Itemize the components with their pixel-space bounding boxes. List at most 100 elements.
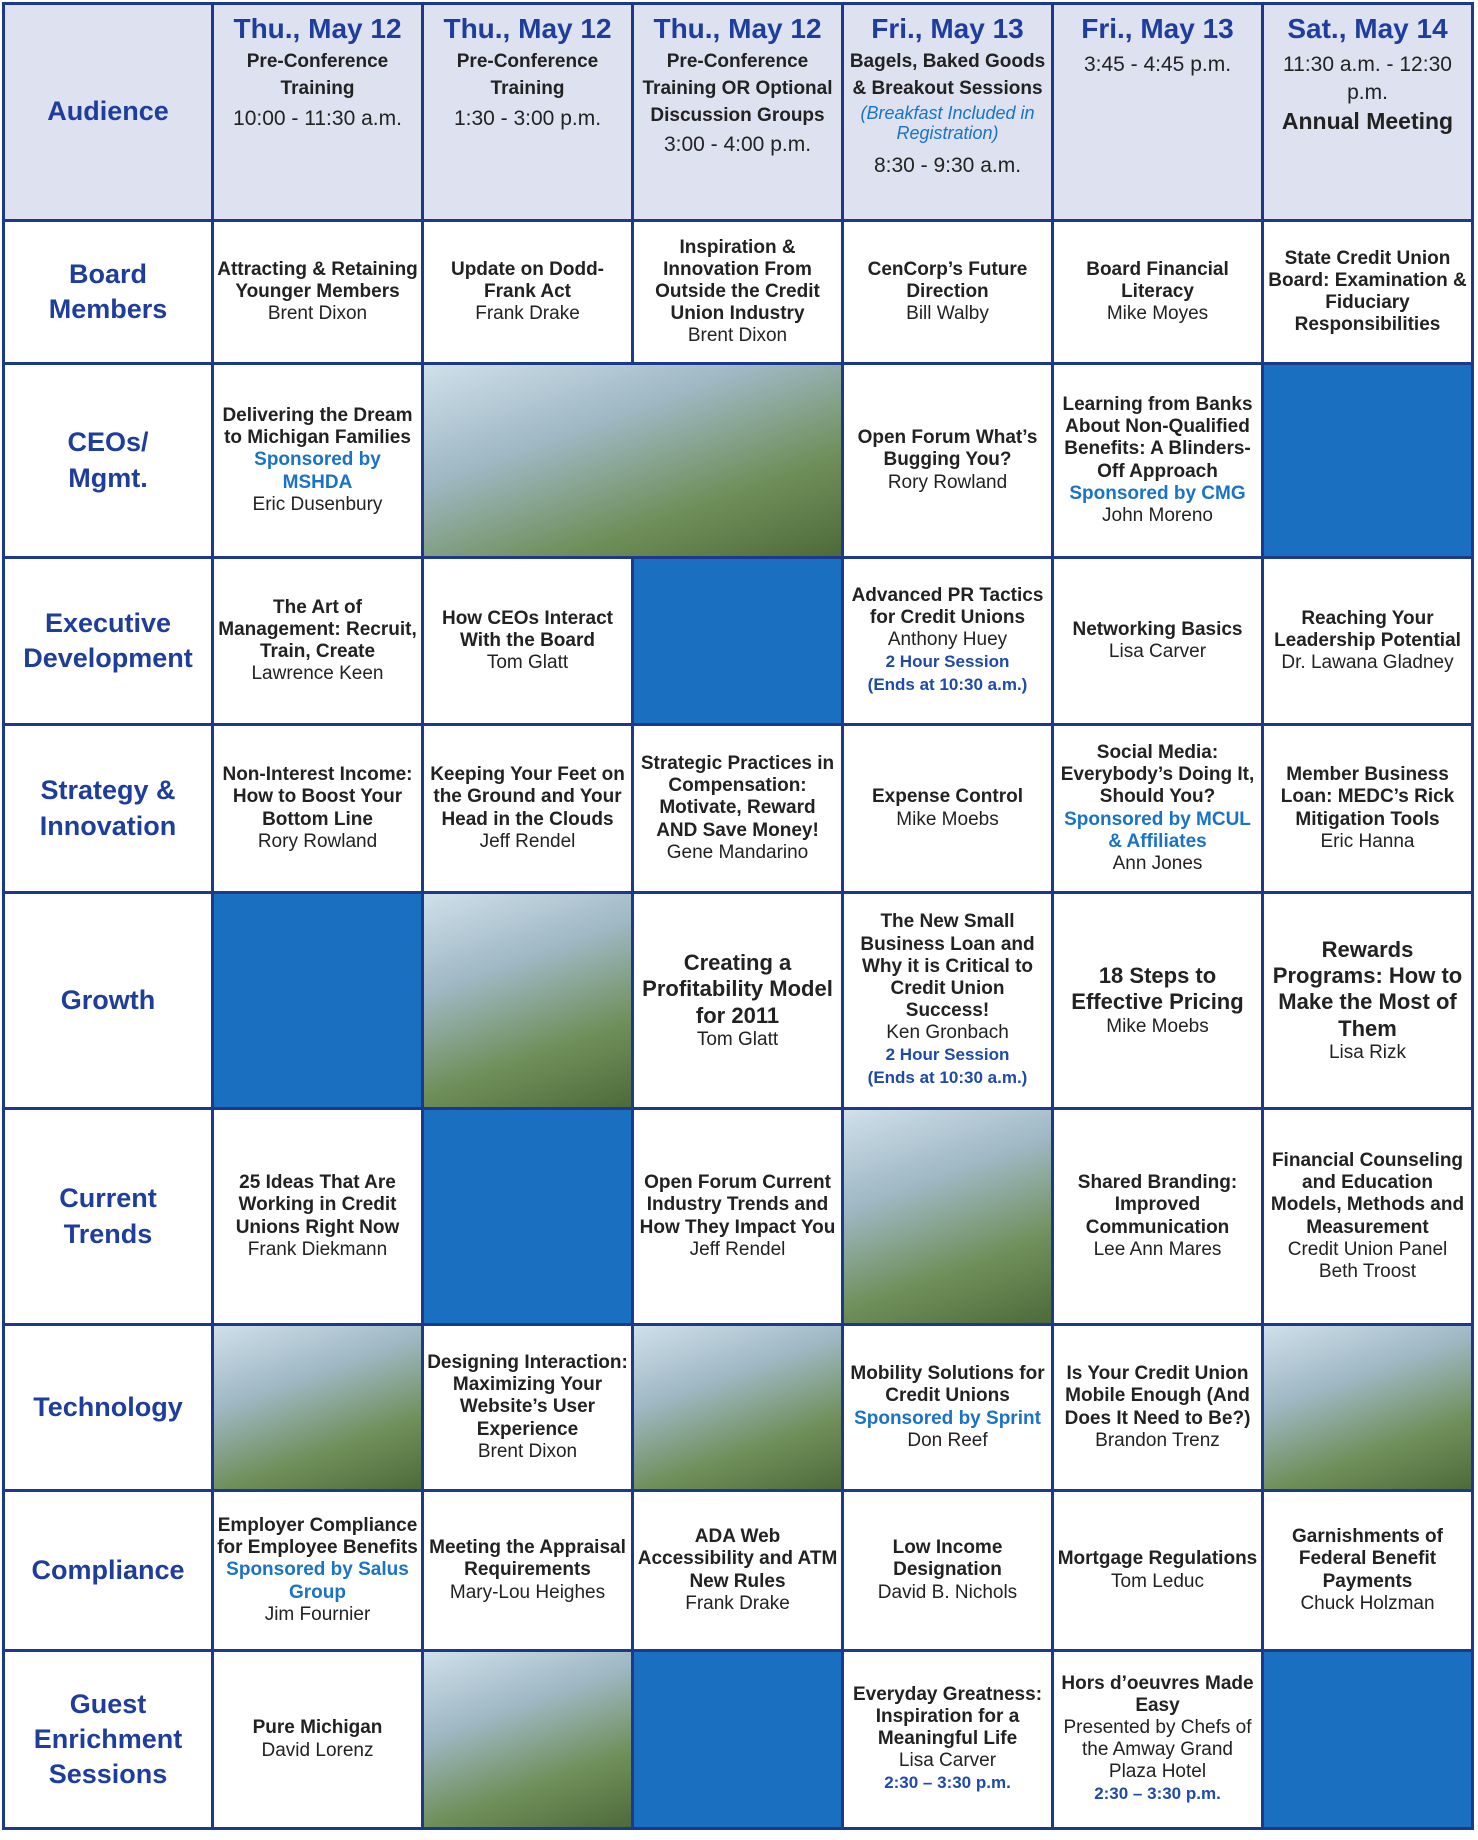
photo: [424, 894, 631, 1107]
row-label-line: Members: [48, 294, 168, 324]
session-speaker: Jeff Rendel: [479, 830, 576, 852]
blank-cell: [214, 894, 421, 1107]
session-title: Keeping Your Feet on the Ground and Your…: [430, 764, 625, 830]
session-title: Networking Basics: [1072, 618, 1243, 640]
session-cell: Financial Counseling and Education Model…: [1264, 1110, 1471, 1323]
session-cell: Non-Interest Income: How to Boost Your B…: [214, 726, 421, 891]
row-label: Strategy & Innovation: [5, 726, 211, 891]
row-label-line: Guest: [69, 1688, 147, 1719]
session-title: Advanced PR Tactics for Credit Unions: [851, 585, 1044, 629]
session-title: Everyday Greatness: Inspiration for a Me…: [852, 1683, 1043, 1750]
session-title: The Art of Management: Recruit, Train, C…: [218, 596, 417, 662]
session-cell: Inspiration & Innovation From Outside th…: [634, 222, 841, 362]
session-bigtitle: Creating a Profitability Model for 2011: [642, 949, 833, 1028]
session-speaker: Gene Mandarino: [666, 841, 809, 863]
session-cell: Open Forum Current Industry Trends and H…: [634, 1110, 841, 1323]
row-label: Board Members: [5, 222, 211, 362]
session-title: Reaching Your Leadership Potential: [1274, 607, 1461, 651]
session-title: Inspiration & Innovation From Outside th…: [655, 236, 820, 325]
session-note: 2 Hour Session: [885, 1044, 1010, 1064]
session-cell: Advanced PR Tactics for Credit Unions Ant…: [844, 559, 1051, 723]
header-plain: 11:30 a.m. - 12:30 p.m.: [1283, 53, 1452, 104]
session-speaker: Frank Drake: [475, 303, 580, 325]
session-speaker: Mike Moyes: [1106, 303, 1209, 325]
session-speaker: Lisa Carver: [898, 1750, 997, 1772]
session-cell: Learning from Banks About Non-Qualified …: [1054, 365, 1261, 556]
session-title: Mortgage Regulations: [1057, 1548, 1258, 1570]
row-label-line: Strategy &: [40, 775, 176, 806]
session-cell: Employer Compliance for Employee Benefit…: [214, 1492, 421, 1649]
session-speaker: Rory Rowland: [887, 471, 1008, 493]
row-label-line: Trends: [63, 1218, 153, 1249]
session-cell: Meeting the Appraisal Requirements Mary-L…: [424, 1492, 631, 1649]
session-speaker: Don Reef: [907, 1429, 988, 1451]
header-italic: (Breakfast Included in Registration): [860, 102, 1035, 144]
session-cell: Is Your Credit Union Mobile Enough (And …: [1054, 1326, 1261, 1489]
session-cell: Mortgage Regulations Tom Leduc: [1054, 1492, 1261, 1649]
photo: [424, 365, 841, 556]
session-speaker: Tom Leduc: [1111, 1570, 1204, 1592]
blank-cell: [634, 559, 841, 723]
session-cell: Pure Michigan David Lorenz: [214, 1652, 421, 1827]
session-speaker: Jeff Rendel: [689, 1238, 786, 1260]
row-label-line: Compliance: [31, 1554, 185, 1585]
row-label-line: Board: [68, 258, 147, 289]
session-cell: Board Financial Literacy Mike Moyes: [1054, 222, 1261, 362]
session-cell: 18 Steps to Effective Pricing Mike Moebs: [1054, 894, 1261, 1107]
session-speaker: John Moreno: [1102, 504, 1213, 526]
session-speaker: Bill Walby: [906, 303, 989, 325]
row-label: Technology: [5, 1326, 211, 1489]
session-cell: The Art of Management: Recruit, Train, C…: [214, 559, 421, 723]
corner-label: Audience: [47, 96, 169, 127]
session-cell: Social Media: Everybody’s Doing It, Shou…: [1054, 726, 1261, 891]
session-title: How CEOs Interact With the Board: [441, 607, 614, 651]
session-cell: Expense Control Mike Moebs: [844, 726, 1051, 891]
session-speaker: Brent Dixon: [687, 325, 788, 347]
session-sponsor: Sponsored by MCUL & Affiliates: [1064, 808, 1251, 852]
session-speaker: Lawrence Keen: [251, 663, 384, 685]
row-label: Current Trends: [5, 1110, 211, 1323]
session-cell: Keeping Your Feet on the Ground and Your…: [424, 726, 631, 891]
row-label-line: Current: [59, 1183, 157, 1214]
session-speaker: Dr. Lawana Gladney: [1281, 652, 1454, 674]
column-day: Fri., May 13: [871, 13, 1024, 44]
session-speaker: Eric Dusenbury: [252, 493, 383, 515]
session-title: Open Forum What’s Bugging You?: [857, 427, 1038, 471]
session-title: Low Income Designation: [892, 1537, 1003, 1581]
column-day: Sat., May 14: [1287, 13, 1448, 44]
photo: [634, 1326, 841, 1489]
session-title: Pure Michigan: [252, 1717, 383, 1739]
session-title: The New Small Business Loan and Why it i…: [860, 911, 1035, 1021]
row-label-line: Technology: [33, 1391, 183, 1422]
session-title: Board Financial Literacy: [1086, 258, 1229, 302]
session-speaker: Frank Diekmann: [247, 1238, 388, 1260]
photo: [844, 1110, 1051, 1323]
session-note: (Ends at 10:30 a.m.): [867, 1067, 1028, 1087]
session-cell: 25 Ideas That Are Working in Credit Unio…: [214, 1110, 421, 1323]
column-header: Thu., May 12 Pre-Conference Training OR O…: [634, 5, 841, 219]
session-speaker: Eric Hanna: [1320, 830, 1415, 852]
session-cell: State Credit Union Board: Examination & …: [1264, 222, 1471, 362]
session-title: Garnishments of Federal Benefit Payments: [1292, 1526, 1443, 1592]
session-speaker: Ken Gronbach: [886, 1021, 1009, 1043]
session-cell: Hors d’oeuvres Made Easy Presented by Che…: [1054, 1652, 1261, 1827]
session-title: Is Your Credit Union Mobile Enough (And …: [1064, 1363, 1251, 1429]
session-title: CenCorp’s Future Direction: [867, 258, 1028, 302]
session-cell: Networking Basics Lisa Carver: [1054, 559, 1261, 723]
session-cell: How CEOs Interact With the Board Tom Glat…: [424, 559, 631, 723]
column-day: Thu., May 12: [233, 13, 402, 44]
session-title: Designing Interaction: Maximizing Your W…: [427, 1352, 628, 1440]
session-cell: Creating a Profitability Model for 2011 T…: [634, 894, 841, 1107]
session-cell: Garnishments of Federal Benefit Payments…: [1264, 1492, 1471, 1649]
header-bold: Pre-Conference Training OR Optional Disc…: [642, 51, 833, 126]
column-header: Thu., May 12 Pre-Conference Training 10:00…: [214, 5, 421, 219]
session-speaker: Rory Rowland: [257, 830, 378, 852]
photo: [1264, 1326, 1471, 1489]
session-title: Strategic Practices in Compensation: Mot…: [640, 753, 835, 841]
header-plain: 3:45 - 4:45 p.m.: [1083, 53, 1232, 77]
session-speaker: Ann Jones: [1112, 852, 1203, 874]
row-label: Compliance: [5, 1492, 211, 1649]
header-bold: Pre-Conference Training: [246, 51, 389, 100]
session-speaker: Lee Ann Mares: [1093, 1238, 1222, 1260]
session-speaker: Frank Drake: [685, 1592, 790, 1614]
